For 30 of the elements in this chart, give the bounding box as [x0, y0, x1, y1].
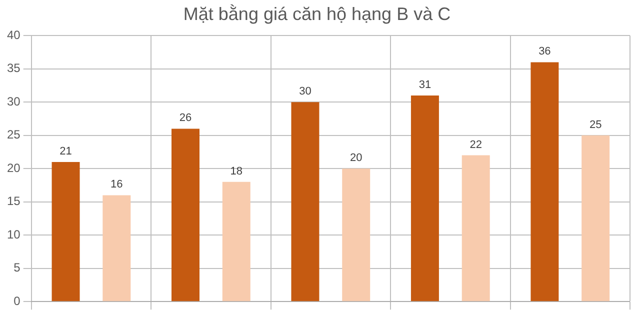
data-label: 30	[299, 86, 312, 98]
data-label: 31	[418, 78, 432, 91]
y-tick-label: 40	[6, 28, 21, 42]
y-tick-label: 10	[6, 227, 21, 242]
y-tick-label: 20	[6, 160, 21, 175]
data-label: 36	[538, 46, 551, 58]
bar	[582, 135, 610, 302]
bar	[222, 182, 250, 302]
y-tick-label: 15	[6, 194, 21, 208]
data-label: 16	[110, 178, 123, 191]
bar	[102, 195, 131, 302]
bar	[462, 155, 490, 302]
data-label: 25	[589, 118, 602, 131]
y-tick-label: 35	[6, 61, 21, 76]
bar	[530, 62, 559, 302]
bar	[52, 162, 80, 302]
data-label: 22	[470, 138, 482, 151]
data-label: 26	[179, 112, 192, 124]
y-tick-label: 25	[6, 128, 21, 142]
data-label: 21	[60, 145, 72, 158]
bar	[291, 102, 320, 302]
data-label: 18	[230, 165, 243, 178]
bar	[410, 95, 439, 302]
chart-title: Mặt bằng giá căn hộ hạng B và C	[183, 4, 451, 24]
y-tick-label: 5	[14, 260, 21, 275]
bar	[342, 168, 370, 302]
bar	[172, 128, 200, 302]
data-label: 20	[350, 152, 362, 164]
y-tick-label: 0	[14, 294, 21, 308]
y-tick-label: 30	[6, 94, 21, 108]
